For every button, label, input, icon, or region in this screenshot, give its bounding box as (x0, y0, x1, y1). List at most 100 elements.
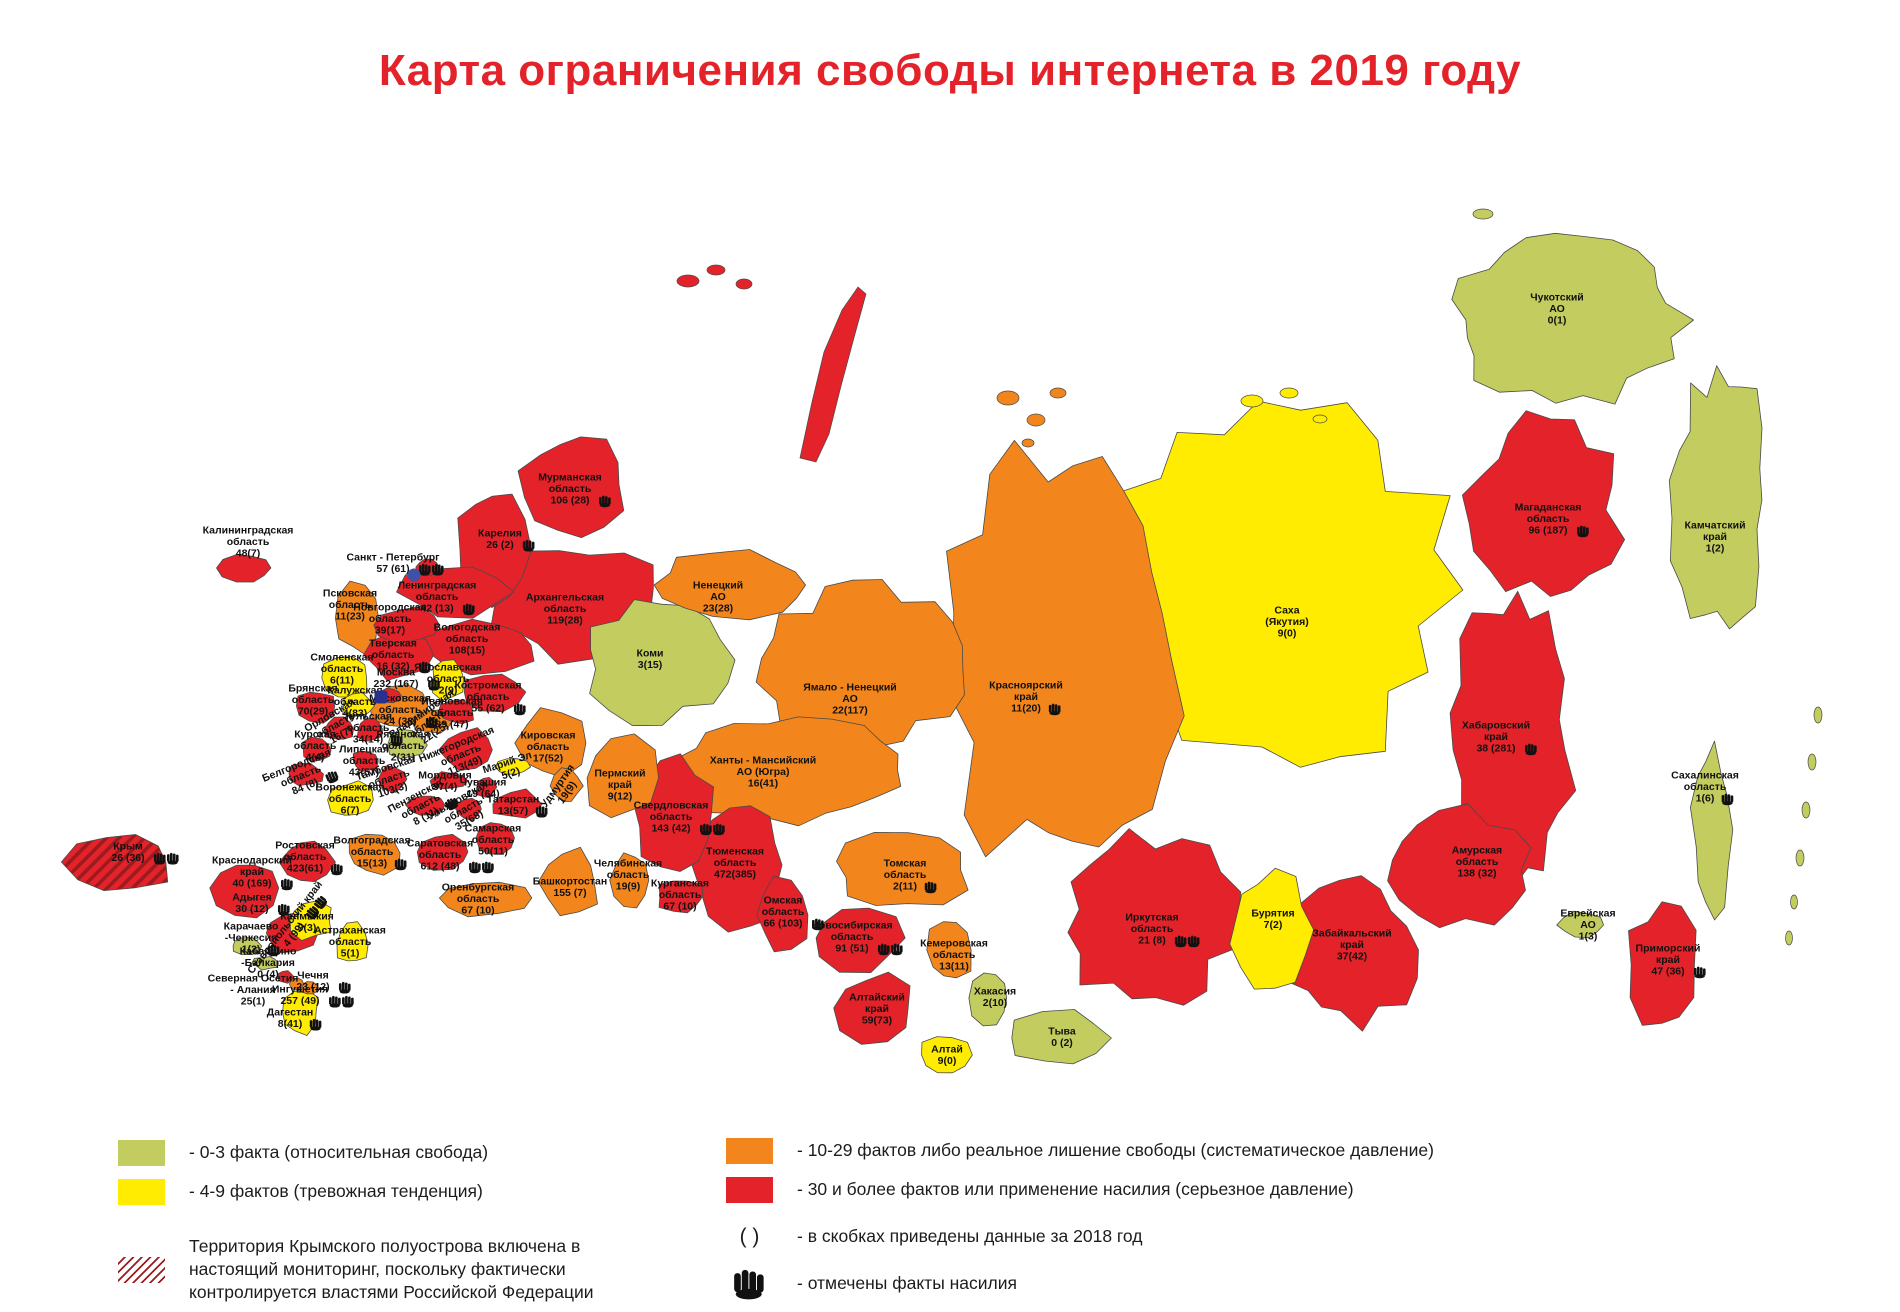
island (706, 264, 726, 276)
legend-row-fist: - отмечены факты насилия (726, 1262, 1726, 1305)
region-label: Санкт - Петербург 57 (61) (346, 551, 444, 576)
island (1279, 387, 1299, 399)
island (1813, 706, 1823, 724)
region-label: Крым 26 (36) (111, 840, 179, 865)
map-region (537, 846, 598, 917)
map-region (549, 767, 584, 802)
region-label: Мордовия 37(4) (418, 769, 471, 793)
legend-label-red: - 30 и более фактов или применение насил… (797, 1179, 1354, 1200)
fist-icon (330, 863, 343, 876)
map-region (1067, 828, 1242, 1006)
map-region (277, 970, 295, 984)
island (1049, 387, 1067, 399)
map-region (586, 733, 659, 819)
region-label: Чукотский АО 0(1) (1530, 292, 1584, 327)
region-label: Дагестан 8(41) (267, 1006, 322, 1031)
legend-swatch-crimea-hatch (118, 1256, 165, 1283)
map-region (378, 765, 408, 793)
region-label: Курганская область 67 (10) (651, 878, 709, 913)
region-label: Ивановская область 39 (47) (421, 696, 483, 731)
region-label: Еврейская АО 1(3) (1560, 908, 1615, 943)
region-label: Новосибирская область 91 (51) (811, 920, 903, 956)
map-region (348, 833, 401, 876)
legend-label-orange: - 10-29 фактов либо реальное лишение сво… (797, 1140, 1434, 1161)
region-label: Брянская область 70(29) (288, 683, 337, 718)
region-label: Ямало - Ненецкий АО 22(117) (803, 682, 897, 717)
map-region (609, 852, 650, 909)
region-label: Ингушетия 257 (49) (272, 983, 354, 1008)
region-label: Кировская область 17(52) (521, 730, 576, 765)
map-region (455, 797, 482, 822)
region-label: Карачаево -Черкесия 1(2) (224, 921, 280, 957)
map-region (242, 897, 268, 913)
fist-icon (166, 852, 179, 865)
region-label: Ростовская область 423(61) (275, 840, 343, 876)
island (799, 286, 867, 463)
map-region (517, 436, 625, 538)
region-label: Краснодарский край 40 (169) (212, 855, 293, 891)
map-region (289, 977, 304, 991)
region-label: Бурятия 7(2) (1251, 907, 1294, 931)
region-label: Амурская область 138 (32) (1452, 845, 1502, 880)
map-region (405, 795, 446, 816)
legend-row-yellow: - 4-9 фактов (тревожная тенденция) (118, 1179, 698, 1205)
region-label: Северная Осетия - Алания 25(1) (208, 973, 299, 1008)
region-label: Томская область 2(11) (884, 858, 937, 894)
map-region (463, 673, 527, 713)
legend-row-crimea-note: Территория Крымского полуострова включен… (118, 1235, 698, 1304)
map-region (327, 780, 374, 816)
region-label: Омская область 66 (103) (762, 895, 824, 931)
region-label: Приморский край 47 (36) (1636, 943, 1706, 979)
island (1790, 894, 1798, 910)
island (1312, 414, 1328, 424)
region-label: Архангельская область 119(28) (526, 592, 604, 627)
region-label: Саратовская область 612 (48) (407, 838, 494, 874)
map-region (658, 880, 704, 914)
fist-icon (338, 981, 351, 994)
map-region (921, 1036, 973, 1074)
region-label: Калужская область 4(83) (327, 685, 382, 720)
map-region (1668, 365, 1763, 630)
region-label: Оренбургская область 67 (10) (442, 882, 515, 917)
map-region (396, 566, 515, 619)
region-label: Рязанская область 2(31) (376, 729, 429, 764)
map-region (416, 833, 469, 871)
fist-icon (1693, 966, 1706, 979)
map-region (438, 699, 474, 725)
fist-icon (726, 1262, 773, 1305)
map-region (1387, 803, 1532, 929)
legend-row-red: - 30 и более фактов или применение насил… (726, 1177, 1726, 1203)
moscow-city-marker (374, 690, 388, 704)
